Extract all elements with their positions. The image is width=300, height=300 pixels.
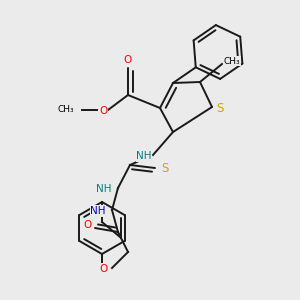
- Text: NH: NH: [136, 151, 152, 161]
- Text: CH₃: CH₃: [57, 106, 74, 115]
- Text: S: S: [216, 101, 224, 115]
- Text: O: O: [124, 55, 132, 65]
- Text: O: O: [100, 264, 108, 274]
- Text: NH: NH: [90, 206, 106, 216]
- Text: NH: NH: [96, 184, 112, 194]
- Text: S: S: [161, 163, 169, 176]
- Text: O: O: [99, 106, 107, 116]
- Text: CH₃: CH₃: [224, 56, 240, 65]
- Text: O: O: [84, 220, 92, 230]
